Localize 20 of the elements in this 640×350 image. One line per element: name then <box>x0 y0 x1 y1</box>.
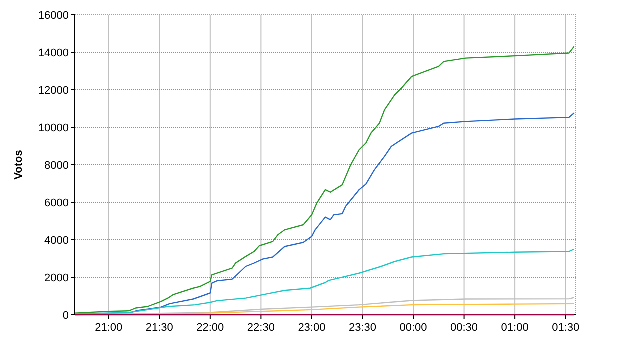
y-tick-label: 4000 <box>44 234 69 247</box>
x-tick-label: 22:00 <box>196 322 224 334</box>
x-tick-label: 23:30 <box>348 322 376 334</box>
y-tick-label: 14000 <box>38 47 69 60</box>
x-tick-label: 21:00 <box>95 322 123 334</box>
x-tick-label: 21:30 <box>146 322 174 334</box>
y-tick-label: 6000 <box>44 197 69 210</box>
x-tick-label: 00:30 <box>450 322 478 334</box>
y-tick-label: 10000 <box>38 122 69 134</box>
y-tick-label: 2000 <box>44 272 69 284</box>
x-tick-label: 00:00 <box>400 322 428 334</box>
x-tick-label: 22:30 <box>247 322 275 334</box>
y-tick-label: 16000 <box>38 10 69 22</box>
y-tick-label: 8000 <box>44 160 69 172</box>
x-tick-label: 01:00 <box>501 322 529 334</box>
y-tick-label: 0 <box>62 310 69 322</box>
y-tick-label: 12000 <box>38 84 69 97</box>
y-axis-title: Votos <box>13 150 25 180</box>
x-tick-label: 01:30 <box>552 322 580 334</box>
x-tick-label: 23:00 <box>298 322 326 334</box>
